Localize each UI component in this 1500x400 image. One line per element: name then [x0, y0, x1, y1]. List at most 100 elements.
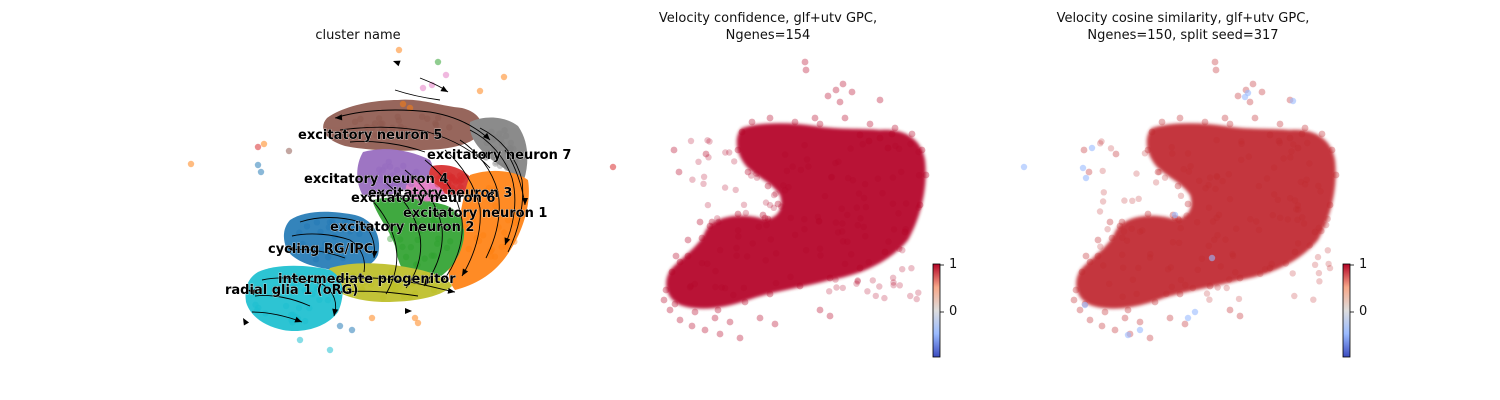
embedding-point — [1291, 292, 1298, 300]
point-excitatory-neuron-3 — [457, 176, 464, 183]
point-excitatory-neuron-1 — [487, 248, 495, 255]
point-excitatory-neuron-4 — [408, 180, 415, 188]
embedding-point — [1098, 322, 1106, 330]
point-excitatory-neuron-4 — [389, 172, 396, 179]
embedding-point — [1325, 260, 1332, 268]
embedding-point — [712, 283, 719, 291]
point-cycling-rg-ipc — [299, 240, 306, 248]
outlier-point — [254, 161, 262, 169]
point-excitatory-neuron-6 — [421, 195, 428, 202]
point-excitatory-neuron-1 — [468, 194, 475, 201]
embedding-point — [1106, 280, 1113, 288]
outlier-point — [411, 314, 419, 322]
point-excitatory-neuron-6 — [415, 192, 422, 199]
point-excitatory-neuron-2 — [417, 207, 424, 214]
point-excitatory-neuron-2 — [430, 218, 438, 226]
embedding-point — [1326, 264, 1334, 272]
embedding-point — [801, 142, 808, 149]
embedding-point — [1209, 218, 1217, 225]
point-excitatory-neuron-1 — [487, 253, 495, 260]
point-excitatory-neuron-1 — [465, 245, 472, 253]
point-excitatory-neuron-6 — [431, 191, 438, 198]
point-excitatory-neuron-2 — [435, 235, 442, 242]
point-excitatory-neuron-5 — [378, 127, 385, 134]
embedding-point — [1139, 227, 1146, 234]
embedding-point — [848, 251, 855, 258]
embedding-point — [1214, 232, 1221, 239]
cluster-region-excitatory-neuron-2 — [372, 197, 465, 284]
embedding-point — [814, 213, 822, 221]
embedding-point — [1212, 66, 1220, 74]
embedding-point — [828, 173, 836, 181]
point-excitatory-neuron-5 — [433, 121, 440, 129]
point-excitatory-neuron-4 — [388, 177, 395, 184]
embedding-point — [1169, 150, 1176, 157]
panel3-title: Velocity cosine similarity, glf+utv GPC,… — [1008, 10, 1358, 44]
point-intermediate-progenitor — [349, 272, 357, 279]
embedding-point — [890, 226, 898, 233]
embedding-point — [785, 184, 792, 191]
point-excitatory-neuron-7 — [483, 139, 490, 146]
embedding-point — [1086, 258, 1094, 266]
embedding-point — [828, 174, 835, 181]
embedding-point — [874, 175, 882, 182]
low-score-point — [1020, 163, 1028, 171]
embedding-point — [797, 166, 805, 174]
embedding-point — [853, 204, 860, 211]
embedding-point — [817, 252, 824, 259]
embedding-point — [876, 283, 883, 290]
embedding-point — [704, 260, 711, 267]
embedding-point — [847, 145, 854, 152]
embedding-point — [676, 258, 684, 266]
embedding-point — [1076, 306, 1084, 314]
embedding-point — [791, 231, 799, 239]
embedding-point — [741, 298, 749, 306]
embedding-point — [1202, 185, 1209, 192]
point-excitatory-neuron-2 — [410, 224, 418, 231]
embedding-point — [1255, 182, 1263, 190]
embedding-point — [1206, 174, 1214, 181]
embedding-point — [787, 273, 794, 280]
embedding-point — [1251, 114, 1259, 122]
point-excitatory-neuron-3 — [458, 176, 465, 184]
embedding-point — [783, 167, 791, 175]
embedding-point — [1107, 145, 1115, 152]
point-intermediate-progenitor — [389, 283, 397, 290]
embedding-point — [706, 222, 714, 230]
point-excitatory-neuron-5 — [395, 117, 403, 124]
embedding-point — [771, 320, 779, 328]
embedding-point — [902, 226, 909, 233]
embedding-point — [1094, 236, 1102, 244]
embedding-point — [726, 318, 734, 326]
embedding-point — [1326, 201, 1334, 209]
embedding-point — [915, 289, 922, 296]
point-excitatory-neuron-1 — [492, 202, 499, 209]
embedding-point — [700, 173, 708, 180]
embedding-point — [772, 190, 779, 197]
point-excitatory-neuron-3 — [456, 172, 464, 179]
embedding-point — [1226, 276, 1233, 283]
embedding-point — [815, 218, 823, 225]
embedding-point — [1225, 171, 1233, 178]
point-intermediate-progenitor — [367, 281, 375, 288]
embedding-point — [1306, 242, 1313, 249]
embedding-point — [889, 274, 897, 281]
embedding-point — [1219, 177, 1226, 185]
low-score-point — [1244, 89, 1252, 97]
point-excitatory-neuron-6 — [417, 192, 424, 200]
embedding-point — [879, 190, 886, 197]
embedding-point — [733, 244, 740, 252]
point-excitatory-neuron-4 — [379, 167, 386, 174]
point-excitatory-neuron-7 — [493, 158, 500, 166]
embedding-point — [1185, 168, 1193, 175]
embedding-point — [1094, 252, 1102, 260]
outlier-point — [187, 160, 195, 168]
embedding-point — [1121, 197, 1128, 204]
point-excitatory-neuron-6 — [416, 195, 423, 202]
low-score-point — [1289, 97, 1297, 105]
embedding-point — [1135, 264, 1142, 272]
embedding-point — [848, 88, 856, 96]
embedding-point — [1177, 276, 1185, 284]
outlier-point — [399, 100, 407, 108]
point-excitatory-neuron-3 — [446, 174, 454, 182]
